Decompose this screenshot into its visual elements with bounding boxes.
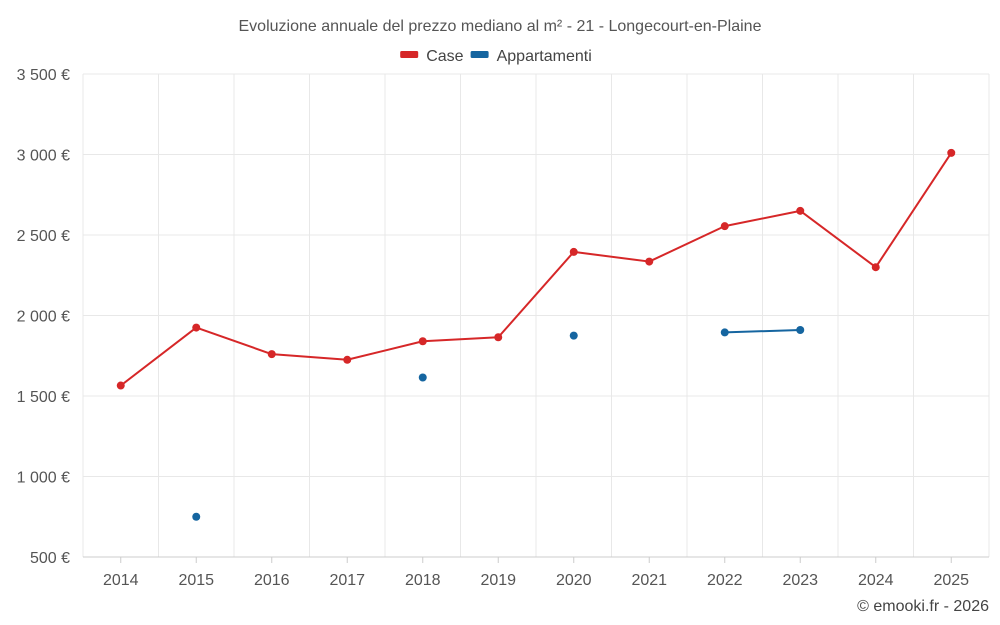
y-tick-label: 500 € <box>30 550 70 567</box>
x-tick-label: 2015 <box>178 572 214 589</box>
y-tick-label: 2 500 € <box>17 228 70 245</box>
legend-item-case: Case <box>400 48 464 65</box>
legend-swatch <box>400 51 419 58</box>
series-appartamenti <box>192 325 805 521</box>
data-point <box>494 333 503 342</box>
y-tick-label: 1 500 € <box>17 389 70 406</box>
x-tick-label: 2018 <box>405 572 441 589</box>
axes: 500 € 1 000 € 1 500 € 2 000 € 2 500 € 3 000 €… <box>17 67 989 589</box>
x-tick-label: 2022 <box>707 572 743 589</box>
data-point <box>569 331 578 340</box>
y-tick-label: 1 000 € <box>17 470 70 487</box>
series-line <box>724 328 801 334</box>
x-tick-label: 2023 <box>782 572 818 589</box>
data-point <box>192 323 201 332</box>
data-point <box>645 257 654 266</box>
data-point <box>947 148 956 157</box>
y-tick-label: 3 500 € <box>17 67 70 84</box>
x-tick-label: 2025 <box>933 572 969 589</box>
credit-label: © emooki.fr - 2026 <box>857 598 989 615</box>
x-tick-label: 2017 <box>329 572 365 589</box>
data-point <box>116 381 125 390</box>
series-line <box>120 152 953 387</box>
legend-label: Appartamenti <box>497 48 592 65</box>
data-point <box>418 337 427 346</box>
legend: Case Appartamenti <box>400 48 592 65</box>
x-tick-label: 2019 <box>480 572 516 589</box>
data-point <box>192 512 201 521</box>
series-case <box>116 148 956 390</box>
data-point <box>720 222 729 231</box>
data-point <box>871 263 880 272</box>
y-tick-label: 2 000 € <box>17 309 70 326</box>
data-point <box>796 206 805 215</box>
grid <box>82 73 990 557</box>
x-tick-label: 2014 <box>103 572 139 589</box>
x-tick-label: 2016 <box>254 572 290 589</box>
series-layer <box>116 148 956 521</box>
x-tick-label: 2024 <box>858 572 894 589</box>
legend-swatch <box>470 51 489 58</box>
data-point <box>720 328 729 337</box>
data-point <box>418 373 427 382</box>
x-tick-label: 2021 <box>631 572 667 589</box>
legend-item-appartamenti: Appartamenti <box>470 48 592 65</box>
data-point <box>569 247 578 256</box>
legend-label: Case <box>426 48 463 65</box>
chart-title: Evoluzione annuale del prezzo mediano al… <box>239 18 762 35</box>
data-point <box>796 325 805 334</box>
data-point <box>267 350 276 359</box>
y-tick-label: 3 000 € <box>17 148 70 165</box>
data-point <box>343 355 352 364</box>
x-tick-label: 2020 <box>556 572 592 589</box>
